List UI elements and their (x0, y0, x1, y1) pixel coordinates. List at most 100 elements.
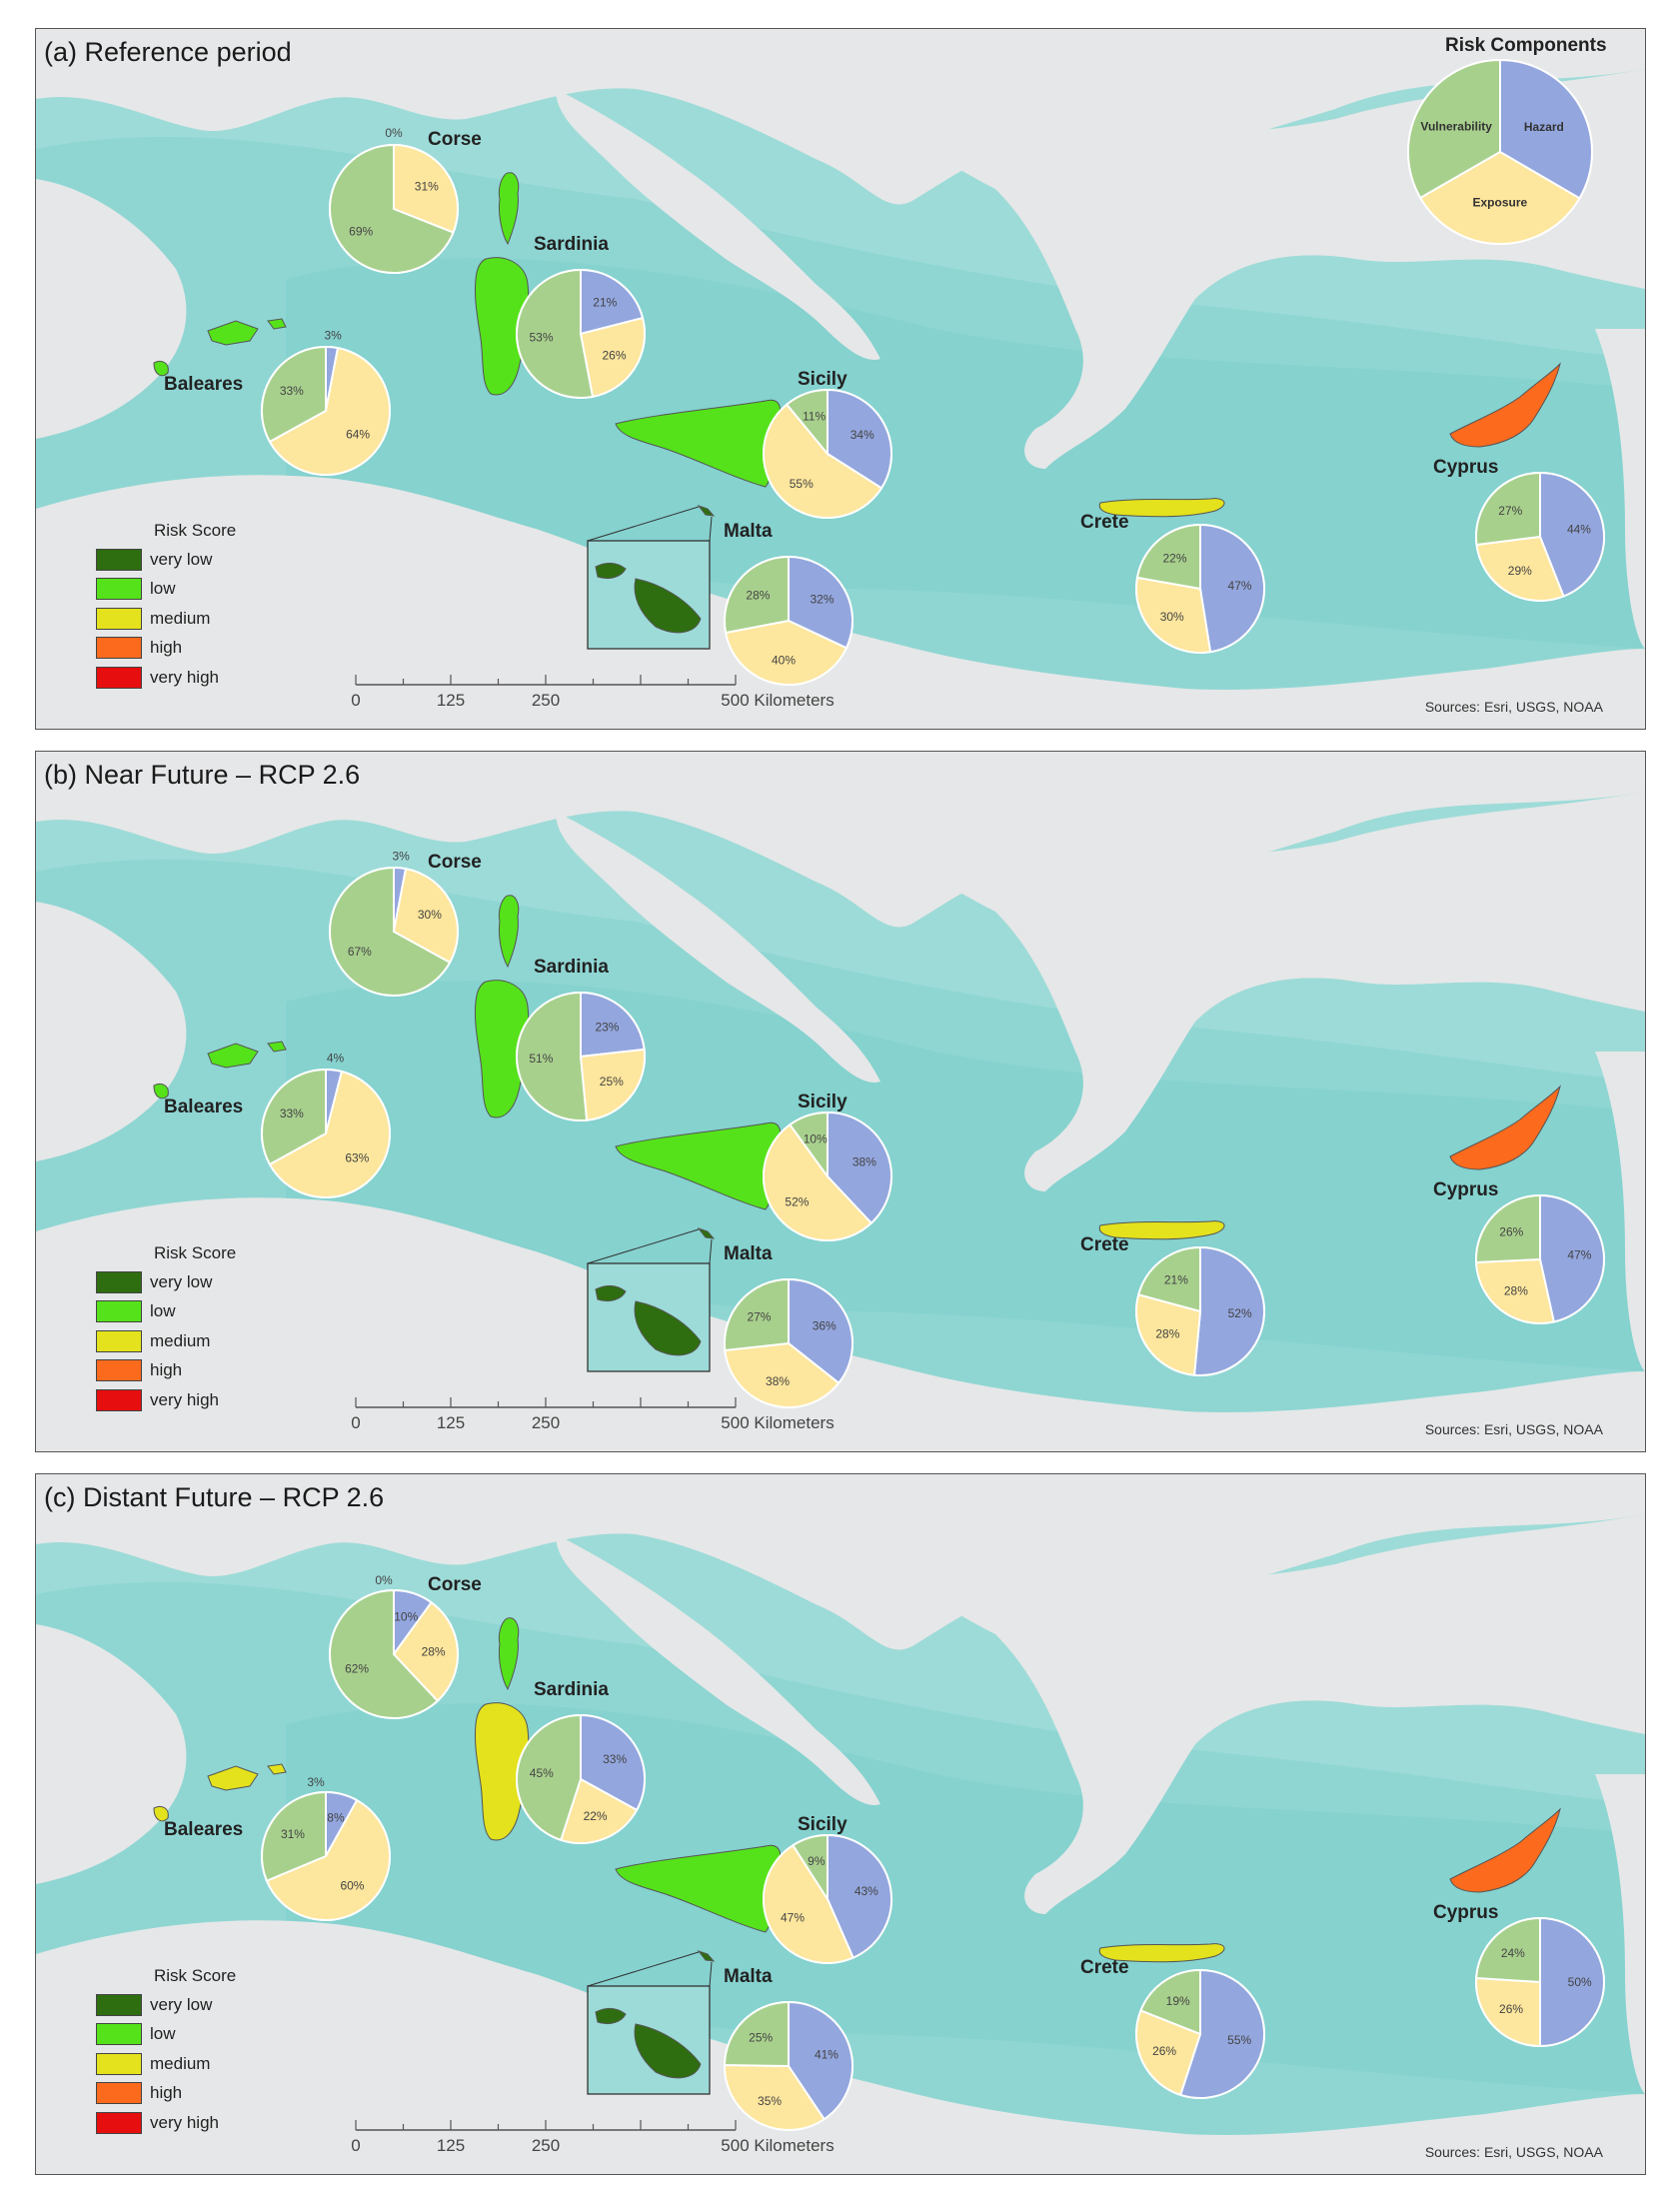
pie-baleares-extra-label: 3% (307, 1775, 325, 1789)
legend-label: medium (150, 608, 211, 628)
legend: Risk Score very low low medium high very high (96, 521, 326, 693)
legend-title: Risk Score (154, 1243, 237, 1262)
island-malta-shape (697, 1227, 716, 1239)
pie-baleares-slice-2 (261, 1068, 327, 1166)
iberia (36, 179, 187, 439)
scale-tick-label: 125 (436, 1413, 466, 1432)
scale-end-label: 500 Kilometers (721, 1413, 835, 1432)
legend-item: low (96, 575, 326, 605)
pie-sicily-label-1: 47% (781, 1911, 805, 1925)
legend-label: high (150, 638, 183, 658)
legend-label: very low (150, 1271, 213, 1291)
island-mallorca-shape (207, 320, 259, 346)
iberia (36, 1624, 187, 1884)
legend-label: very low (150, 549, 213, 569)
pie-corse-label-1: 31% (415, 180, 439, 194)
island-menorca-shape (267, 318, 287, 330)
pie-cyprus-slice-1 (1475, 1976, 1541, 2048)
island-label-corse: Corse (428, 1574, 482, 1595)
pie-crete-label-0: 52% (1228, 1306, 1252, 1320)
pie-crete-slice-2 (1136, 1245, 1201, 1313)
pie-malta-label-0: 32% (810, 593, 834, 607)
pie-corse-slice-1 (393, 143, 459, 234)
island-sardinia-shape (475, 1702, 530, 1841)
pie-sicily-label-0: 34% (850, 428, 874, 442)
island-mallorca-shape (207, 1765, 259, 1791)
pie-cyprus-slice-0 (1539, 471, 1605, 598)
inset-connector (709, 1238, 713, 1264)
pie-cyprus-label-0: 47% (1567, 1248, 1591, 1262)
inset-malta-shape (634, 578, 702, 634)
legend-swatch (96, 2111, 142, 2134)
pie-malta-slice-1 (724, 619, 848, 686)
pie-corse-label-2: 62% (345, 1662, 369, 1676)
pie-corse-slice-1 (392, 867, 459, 965)
pie-cyprus-slice-2 (1475, 1193, 1541, 1264)
legend-swatch (96, 607, 142, 630)
pie-sardinia-slice-0 (580, 268, 645, 336)
pie-corse-slice-2 (329, 143, 455, 274)
pie-sicily-slice-2 (788, 1110, 829, 1180)
pie-sicily-label-1: 55% (790, 477, 814, 491)
island-label-malta: Malta (724, 1966, 773, 1987)
island-label-cyprus: Cyprus (1433, 457, 1499, 478)
island-cyprus-shape (1449, 1085, 1561, 1170)
scale-end-label: 500 Kilometers (721, 2136, 835, 2155)
legend-label: very high (150, 2112, 219, 2132)
pie-crete-slice-0 (1178, 1968, 1265, 2099)
legend: Risk Score very low low medium high very high (96, 1243, 326, 1415)
pie-cyprus-label-2: 26% (1499, 1225, 1523, 1239)
scale-bar-graphic (355, 2120, 737, 2131)
sources-credit: Sources: Esri, USGS, NOAA (1424, 699, 1603, 715)
pie-baleares-label-0: 3% (324, 328, 342, 342)
legend-swatch (96, 1993, 142, 2016)
island-crete-shape (1098, 1943, 1225, 1963)
pie-cyprus-label-0: 50% (1568, 1975, 1592, 1989)
pie-crete-slice-0 (1199, 523, 1265, 654)
pie-malta-slice-2 (723, 2000, 790, 2068)
legend-item: very high (96, 1385, 326, 1415)
island-label-corse: Corse (428, 129, 482, 150)
pie-malta-slice-2 (724, 555, 790, 635)
scale-tick-label: 250 (531, 2136, 561, 2155)
north-africa (36, 1197, 1645, 1451)
pie-sardinia-label-2: 45% (530, 1766, 554, 1780)
scale-tick-label: 250 (531, 691, 561, 710)
scale-tick-label: 0 (351, 2136, 361, 2155)
legend-item: high (96, 634, 326, 664)
island-mallorca-shape (207, 1043, 259, 1069)
legend-swatch (96, 1388, 142, 1411)
pie-corse-label-2: 69% (349, 224, 373, 238)
pie-cyprus-slice-2 (1475, 1916, 1541, 1984)
legend-item: low (96, 2020, 326, 2050)
pie-charts: 0% 31% 69% 21% 26% 53% 3% 64% 33% 34% 55% 11% 32% 40%… (261, 126, 1605, 686)
pie-sardinia-label-1: 22% (584, 1809, 608, 1823)
pie-crete-label-1: 26% (1152, 2044, 1176, 2058)
island-sardinia-shape (475, 980, 530, 1118)
island-ibiza-shape (153, 1805, 169, 1822)
pie-cyprus-slice-2 (1475, 471, 1541, 547)
legend-swatch (96, 1329, 142, 1352)
pie-malta-label-0: 41% (815, 2047, 839, 2061)
levant (1595, 1774, 1645, 2094)
panel-title: (b) Near Future – RCP 2.6 (44, 760, 361, 790)
island-corse-shape (498, 172, 520, 246)
island-label-malta: Malta (724, 521, 773, 542)
inset-connector (709, 1961, 713, 1987)
pie-crete-label-1: 28% (1155, 1327, 1179, 1341)
pie-sardinia-label-1: 26% (602, 348, 626, 362)
pie-corse-label-1: 28% (422, 1645, 446, 1659)
pie-cyprus-label-2: 24% (1501, 1946, 1525, 1960)
map-background: 0% 31% 69% 21% 26% 53% 3% 64% 33% 34% 55% 11% 32% 40%… (36, 29, 1645, 729)
pie-malta-label-2: 25% (749, 2031, 773, 2045)
island-malta-shape (697, 505, 716, 517)
legend-label: low (150, 579, 176, 599)
pie-sardinia-slice-2 (516, 268, 595, 399)
pie-cyprus-label-1: 26% (1499, 2002, 1523, 2016)
risk-components-key: Hazard Exposure Vulnerability (1407, 58, 1593, 245)
pie-sicily-slice-2 (792, 1833, 829, 1903)
pie-sicily-slice-0 (827, 1833, 892, 1959)
north-africa (36, 475, 1645, 729)
pie-corse-slice-2 (329, 866, 452, 997)
pie-baleares-label-2: 31% (281, 1827, 305, 1841)
